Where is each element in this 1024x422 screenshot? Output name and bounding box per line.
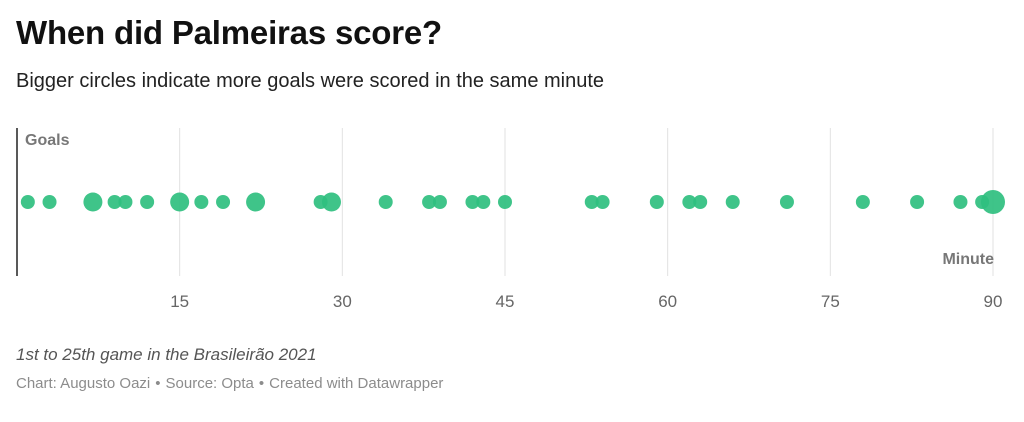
goal-point[interactable] xyxy=(476,195,491,209)
credit-tool: Created with Datawrapper xyxy=(269,375,444,392)
goal-point[interactable] xyxy=(855,195,870,209)
x-axis-label: Minute xyxy=(942,251,994,268)
goal-point[interactable] xyxy=(194,195,209,209)
goal-point[interactable] xyxy=(649,195,664,209)
goal-point[interactable] xyxy=(170,192,190,212)
goal-point[interactable] xyxy=(910,195,925,209)
credit-separator: • xyxy=(258,375,265,392)
goal-point[interactable] xyxy=(682,195,697,209)
y-axis-label: Goals xyxy=(25,132,70,149)
goal-points xyxy=(20,190,1005,214)
goal-point[interactable] xyxy=(595,195,610,209)
credit-author: Chart: Augusto Oazi xyxy=(16,375,151,392)
chart-title: When did Palmeiras score? xyxy=(16,14,442,51)
goal-point[interactable] xyxy=(779,195,794,209)
goals-timeline-chart: Goals Minute 15 30 45 60 75 90 xyxy=(16,128,1005,311)
x-axis-ticks: 15 30 45 60 75 90 xyxy=(170,292,1002,311)
goal-point[interactable] xyxy=(584,195,599,209)
goal-point[interactable] xyxy=(725,195,740,209)
chart-note: 1st to 25th game in the Brasileirão 2021 xyxy=(16,345,317,364)
goal-point[interactable] xyxy=(432,195,447,209)
goal-point[interactable] xyxy=(378,195,393,209)
x-tick-label: 75 xyxy=(821,292,840,311)
goal-point[interactable] xyxy=(693,195,708,209)
goal-point[interactable] xyxy=(321,192,341,212)
x-tick-label: 60 xyxy=(658,292,677,311)
goal-point[interactable] xyxy=(422,195,437,209)
credit-source: Source: Opta xyxy=(165,375,254,392)
x-tick-label: 30 xyxy=(333,292,352,311)
goal-point[interactable] xyxy=(118,195,133,209)
goal-point[interactable] xyxy=(246,192,266,212)
goal-point[interactable] xyxy=(953,195,968,209)
goal-point[interactable] xyxy=(107,195,122,209)
credit-separator: • xyxy=(155,375,161,392)
goal-point[interactable] xyxy=(83,192,103,212)
goal-point[interactable] xyxy=(140,195,155,209)
chart-subtitle: Bigger circles indicate more goals were … xyxy=(16,70,605,92)
goal-point[interactable] xyxy=(498,195,512,209)
x-tick-label: 90 xyxy=(984,292,1003,311)
goal-point[interactable] xyxy=(465,195,480,209)
x-tick-label: 45 xyxy=(496,292,515,311)
goal-point[interactable] xyxy=(20,195,35,209)
goal-point[interactable] xyxy=(216,195,231,209)
goal-point[interactable] xyxy=(981,190,1005,214)
chart-credits: Chart: Augusto Oazi • Source: Opta • Created… xyxy=(16,375,443,392)
goal-point[interactable] xyxy=(42,195,57,209)
x-tick-label: 15 xyxy=(170,292,189,311)
